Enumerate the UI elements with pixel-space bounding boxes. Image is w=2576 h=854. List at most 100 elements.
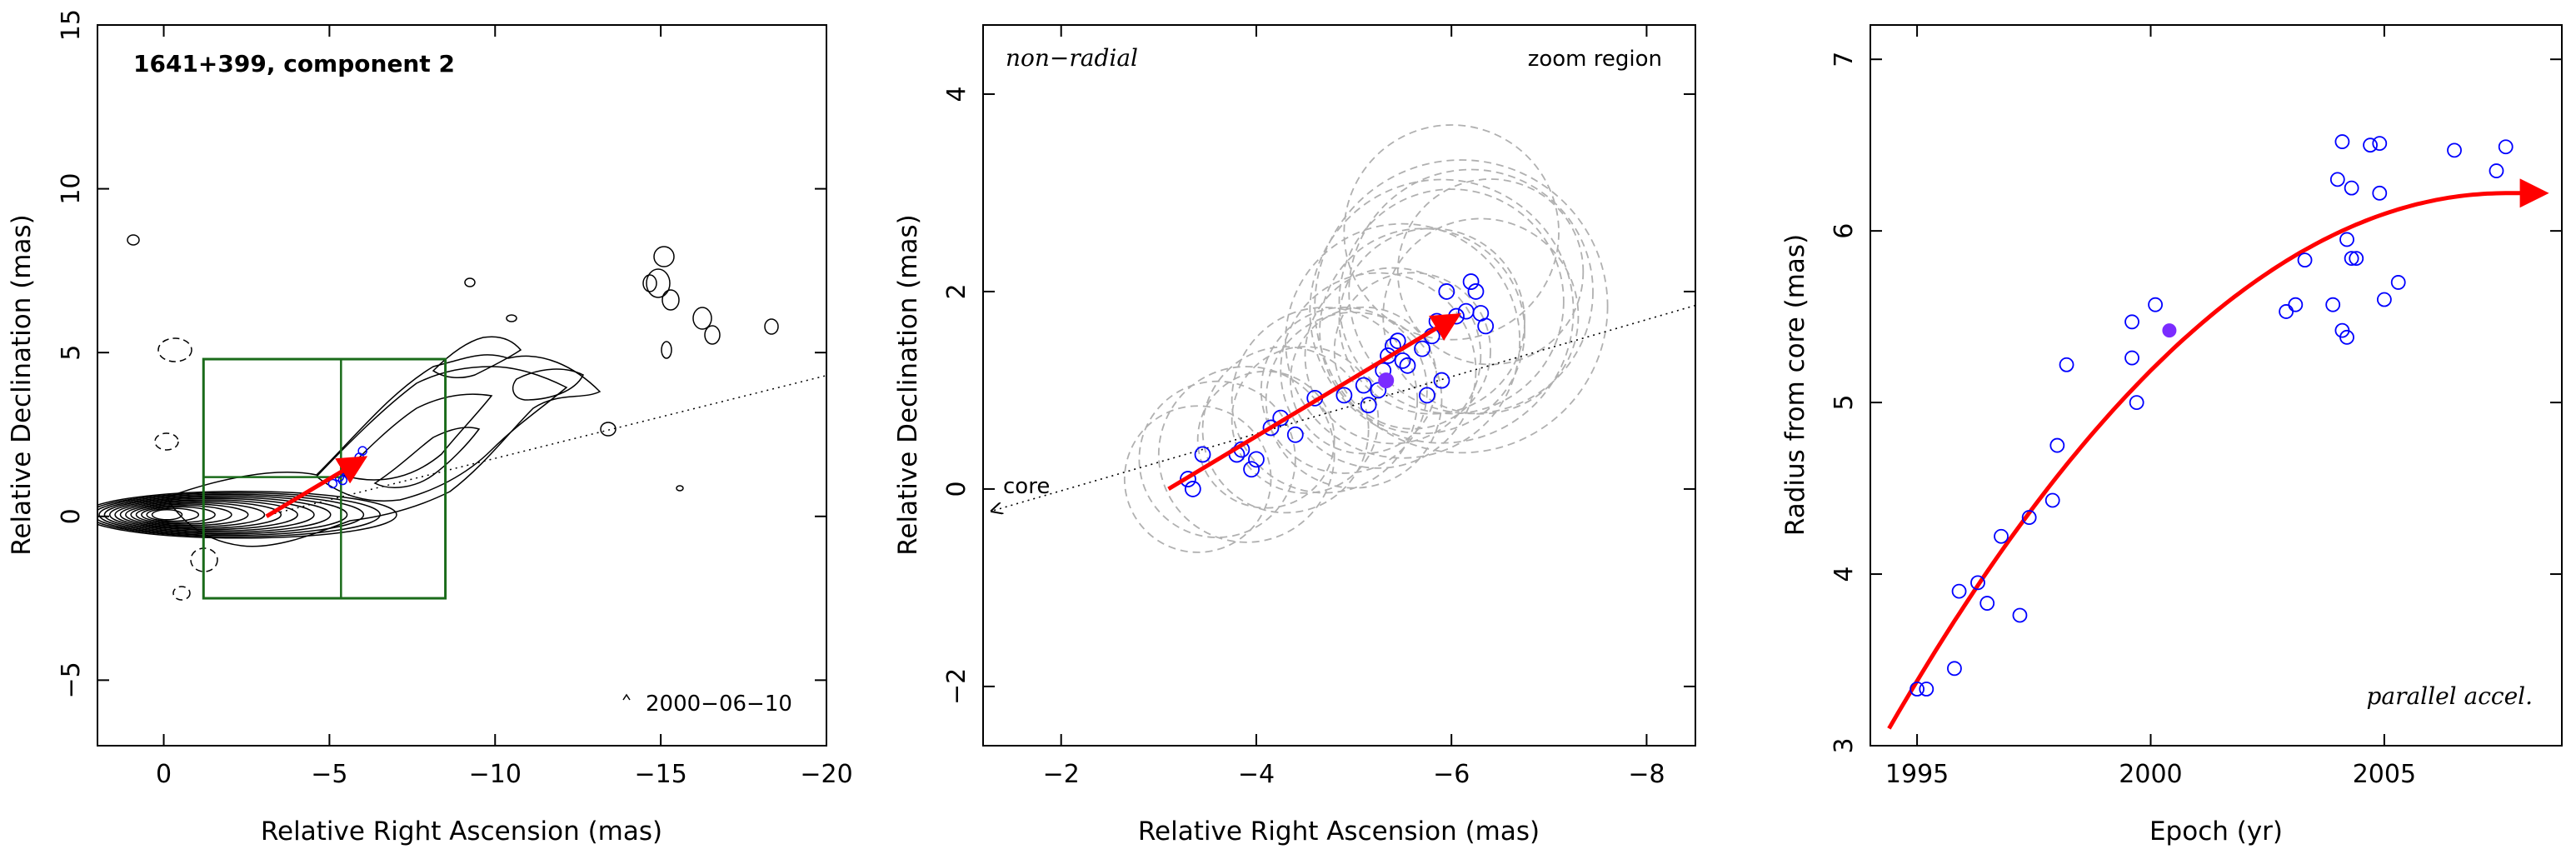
middle-ytick-label: 0 <box>942 481 971 497</box>
data-point <box>2498 139 2514 155</box>
component-size-circle <box>1123 405 1272 553</box>
middle-ytick-label: −2 <box>942 668 971 705</box>
data-point <box>1438 283 1455 300</box>
jet-contour <box>512 368 585 401</box>
data-point <box>1370 382 1387 399</box>
component-size-circle <box>1314 159 1609 454</box>
beam-mark <box>622 693 631 701</box>
data-point <box>1286 426 1304 443</box>
data-point <box>1419 387 1435 404</box>
core-contour <box>146 507 200 522</box>
motion-arrow <box>265 456 368 518</box>
contour-plot-area <box>97 234 826 701</box>
data-point <box>1433 372 1450 389</box>
left-ytick-label: 15 <box>57 9 86 41</box>
left-x-axis-label: Relative Right Ascension (mas) <box>261 817 662 847</box>
right-ytick-label: 3 <box>1830 737 1859 753</box>
data-point <box>1360 397 1377 414</box>
reference-epoch-point <box>1378 372 1395 389</box>
data-point <box>1180 471 1196 487</box>
data-point <box>1194 446 1211 463</box>
left-ytick-label: 5 <box>57 345 86 361</box>
component-size-circle <box>1138 380 1296 538</box>
data-point <box>1394 352 1411 369</box>
parallel-accel-label: parallel accel. <box>2366 682 2533 710</box>
right-xtick-label: 1995 <box>1885 760 1949 789</box>
knot-contour <box>464 277 476 287</box>
jet-contour <box>432 336 522 379</box>
component-size-circle <box>1304 267 1482 445</box>
middle-ytick-label: 2 <box>942 283 971 299</box>
middle-plot-frame <box>982 24 1696 747</box>
left-y-axis-label: Relative Declination (mas) <box>7 214 37 556</box>
data-point <box>2339 329 2354 345</box>
data-point <box>2390 275 2406 290</box>
data-point <box>2447 142 2462 158</box>
data-point <box>2288 297 2304 312</box>
data-point <box>2148 297 2163 312</box>
knot-contour <box>127 234 140 246</box>
component-size-circle <box>1309 178 1575 444</box>
left-xtick-label: −15 <box>634 760 686 789</box>
core-contour <box>109 497 315 532</box>
knot-contour <box>653 246 675 267</box>
component-size-circle <box>1196 370 1335 509</box>
core-contour <box>97 492 381 537</box>
data-point <box>2376 292 2392 307</box>
data-point <box>2012 607 2028 623</box>
component-size-circle <box>1382 217 1580 415</box>
negative-contour <box>154 432 179 451</box>
data-point <box>2325 297 2341 312</box>
knot-contour <box>506 314 517 322</box>
data-point <box>1462 273 1480 290</box>
right-plot-frame <box>1870 24 2563 747</box>
knot-contour <box>600 422 617 437</box>
data-point <box>1919 682 1934 697</box>
left-ytick-label: 0 <box>57 508 86 524</box>
middle-x-axis-label: Relative Right Ascension (mas) <box>1138 817 1540 847</box>
data-point <box>2339 232 2354 247</box>
data-point <box>1243 461 1260 478</box>
middle-axis-ticks: −2 −4 −6 −8 −2 0 2 4 <box>942 25 1695 789</box>
left-plot-frame <box>97 24 827 747</box>
jet-contour <box>373 427 481 488</box>
data-point <box>1979 596 1995 611</box>
data-point <box>1380 347 1396 364</box>
right-ytick-label: 5 <box>1830 395 1859 411</box>
knot-contour <box>661 289 680 311</box>
zoom-box <box>202 357 447 600</box>
component-size-circle <box>1280 272 1477 469</box>
data-point <box>2334 134 2350 149</box>
core-contour <box>130 503 249 527</box>
radius-epoch-panel: 1995 2000 2005 3 4 5 6 7 parallel accel. Epoch … <box>1780 24 2563 847</box>
data-point <box>2129 395 2144 410</box>
data-point <box>1994 528 2009 544</box>
middle-xtick-label: −6 <box>1433 760 1470 789</box>
negative-contour <box>172 586 191 601</box>
data-point <box>1910 682 1925 697</box>
component-size-circle <box>1201 346 1370 514</box>
knot-contour <box>661 341 672 359</box>
component-size-circle <box>1231 346 1380 494</box>
data-point <box>1389 332 1406 350</box>
core-contour <box>97 493 365 537</box>
data-point <box>1248 451 1265 468</box>
component-size-circle <box>1265 311 1443 489</box>
left-xtick-label: −10 <box>469 760 522 789</box>
data-point <box>2044 492 2060 508</box>
jet-contour <box>340 393 493 481</box>
data-point <box>2124 350 2139 366</box>
data-point <box>1457 302 1475 320</box>
data-point <box>1262 419 1280 437</box>
component-size-circle <box>1260 306 1428 474</box>
core-contour <box>135 504 232 525</box>
component-size-circle <box>1285 222 1521 459</box>
left-xtick-label: 0 <box>156 760 172 789</box>
middle-xtick-label: −2 <box>1043 760 1080 789</box>
data-point <box>2372 136 2388 152</box>
data-point <box>2021 510 2037 525</box>
core-contour <box>125 502 266 528</box>
contour-panel: 0 −5 −10 −15 −20 −5 0 5 10 15 1641+399, component… <box>7 9 853 847</box>
negative-contour <box>157 337 192 362</box>
left-xtick-label: −20 <box>800 760 852 789</box>
